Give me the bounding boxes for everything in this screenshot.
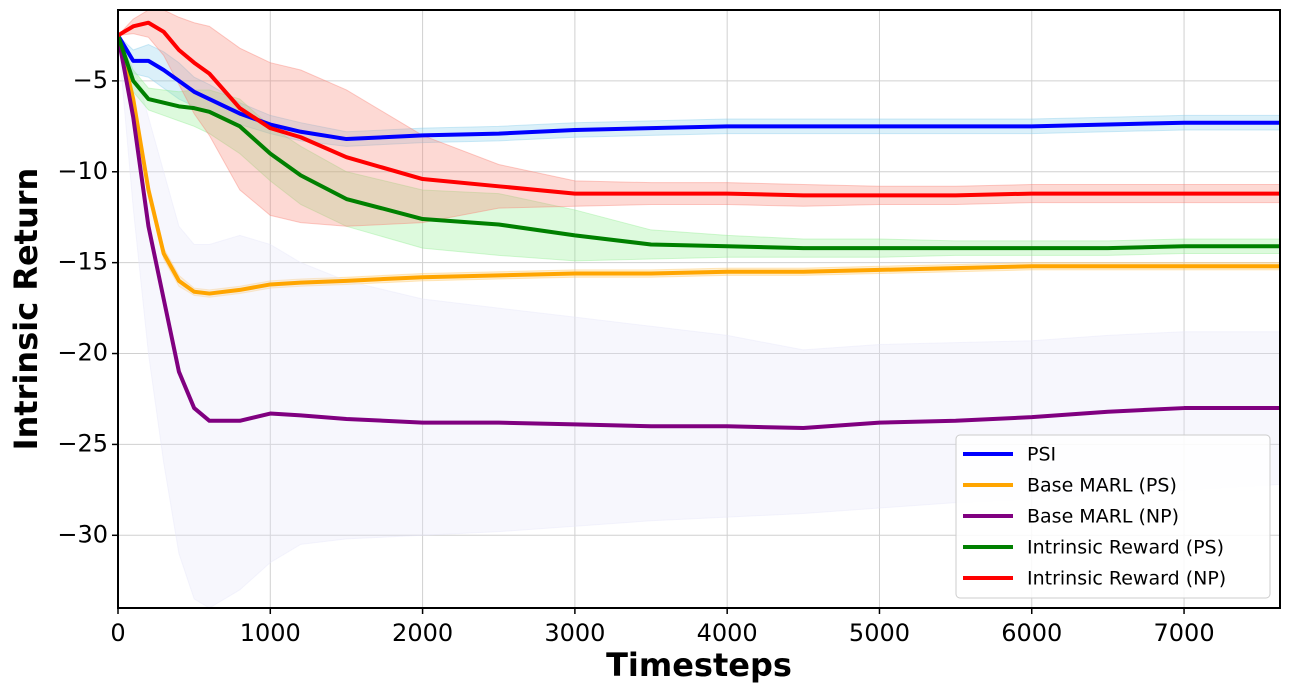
y-tick-label: −30 [57, 520, 108, 548]
confidence-band [118, 35, 1280, 298]
legend-label: Base MARL (NP) [1027, 506, 1179, 528]
y-tick-label: −15 [57, 248, 108, 276]
ticks: 0 1000 2000 3000 4000 5000 6000 7000 −30 −25 −20 −1… [57, 66, 1214, 647]
x-tick-label: 5000 [849, 619, 910, 647]
x-tick-label: 4000 [697, 619, 758, 647]
y-tick-label: −20 [57, 339, 108, 367]
confidence-band [118, 10, 1280, 227]
legend-label: Intrinsic Reward (PS) [1027, 537, 1224, 559]
x-tick-label: 0 [110, 619, 125, 647]
y-tick-label: −25 [57, 429, 108, 457]
y-tick-label: −5 [73, 66, 108, 94]
legend-label: Intrinsic Reward (NP) [1027, 568, 1226, 590]
x-tick-label: 7000 [1154, 619, 1215, 647]
x-tick-label: 3000 [544, 619, 605, 647]
y-axis-label: Intrinsic Return [7, 168, 45, 451]
confidence-band [118, 35, 1280, 147]
lines [118, 20, 1280, 431]
series-line [118, 34, 1280, 251]
x-axis-label: Timesteps [606, 646, 792, 684]
plot-frame [117, 9, 1281, 609]
legend-label: Base MARL (PS) [1027, 475, 1177, 497]
legend: PSI Base MARL (PS) Base MARL (NP) Intrinsic… [955, 434, 1271, 599]
series-line [118, 34, 1280, 142]
series-line [118, 35, 1280, 431]
x-tick-label: 1000 [240, 619, 301, 647]
series-line [118, 34, 1280, 296]
legend-label: PSI [1027, 444, 1056, 466]
y-tick-label: −10 [57, 157, 108, 185]
x-tick-label: 2000 [392, 619, 453, 647]
legend-box [955, 434, 1271, 599]
series-line [118, 20, 1280, 198]
x-tick-label: 6000 [1001, 619, 1062, 647]
confidence-band [118, 35, 1280, 262]
